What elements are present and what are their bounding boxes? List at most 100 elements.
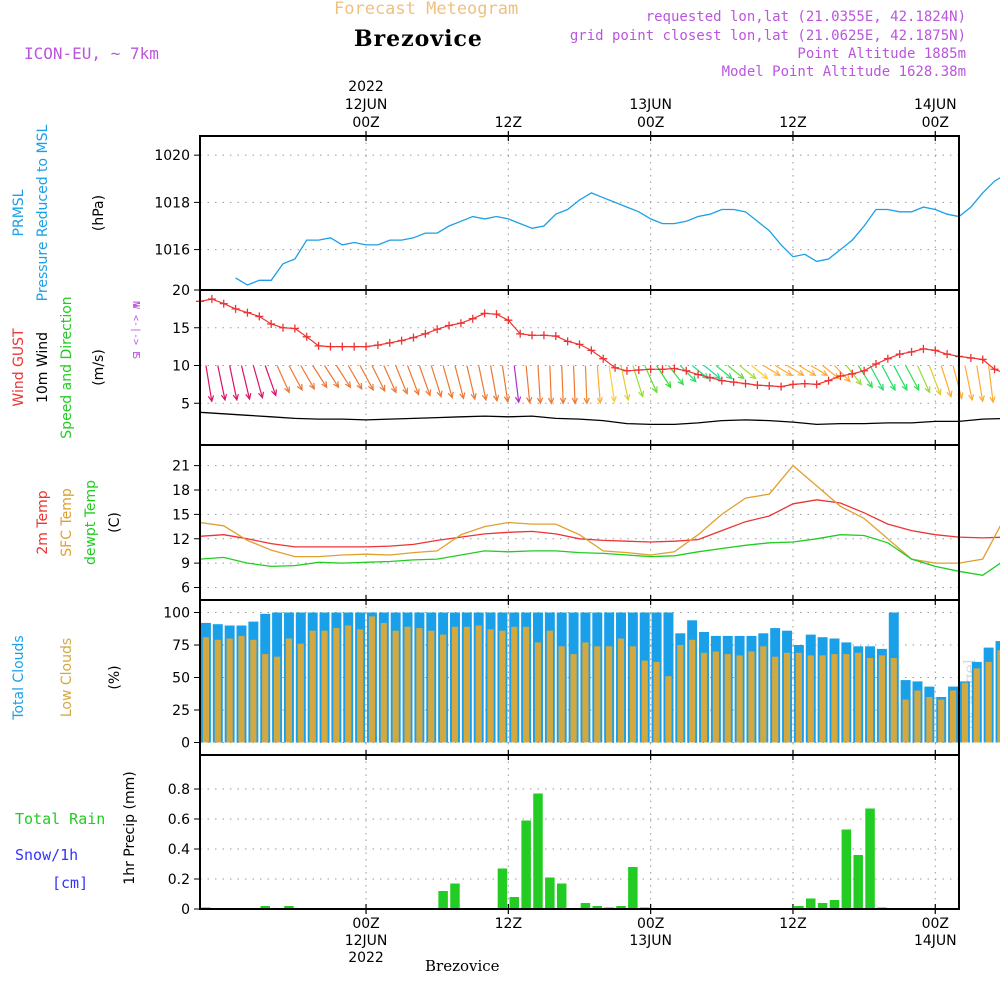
y-tick-label: 0: [181, 736, 190, 752]
wind-arrow-shaft: [561, 365, 564, 404]
low-cloud-bar: [677, 645, 684, 743]
gust-point: [765, 381, 774, 390]
wind-arrow-head: [821, 369, 829, 377]
wind-arrow: [571, 365, 579, 405]
gridpoint-coords: grid point closest lon,lat (21.0625E, 42…: [569, 28, 966, 44]
precip-bar: [260, 906, 270, 909]
low-cloud-bar: [890, 658, 897, 743]
wind-arrow-head: [481, 393, 488, 402]
wind-arrow-shaft: [537, 365, 541, 404]
gust-point: [611, 363, 620, 372]
low-cloud-bar: [973, 668, 980, 743]
x-tick-label-top: 12Z: [779, 115, 806, 131]
panel-frame: [199, 444, 960, 601]
wind-arrow-head: [583, 397, 590, 405]
gust-point: [551, 332, 560, 341]
x-tick-label-top: 00Z: [637, 115, 664, 131]
wind-arrow: [679, 365, 697, 383]
gust-point: [243, 308, 252, 317]
wind-arrow: [229, 365, 239, 402]
low-cloud-bar: [582, 642, 589, 743]
low-cloud-bar: [843, 654, 850, 743]
gust-point: [456, 319, 465, 328]
wind-arrow-shaft: [335, 365, 351, 388]
wind-arrow-head: [447, 391, 454, 400]
wind-arrow-shaft: [763, 364, 781, 376]
low-cloud-bar: [961, 682, 969, 743]
wind-arrow-shaft: [810, 364, 828, 376]
precip-bar: [817, 903, 828, 909]
low-cloud-bar: [523, 626, 530, 743]
wind-arrow-shaft: [988, 365, 994, 403]
wind-arrow-shaft: [324, 365, 340, 388]
chart-subtitle: Forecast Meteogram: [334, 0, 519, 19]
wind-arrow: [869, 365, 884, 392]
wind-arrow-head: [503, 395, 511, 404]
y-tick-label: 0: [181, 902, 190, 918]
wind-arrow-head: [379, 384, 386, 393]
wind-arrow: [952, 365, 964, 400]
wind-arrow-head: [797, 369, 805, 377]
precip-bar: [545, 877, 555, 909]
gust-point: [694, 370, 703, 379]
gust-point: [504, 316, 513, 325]
y-tick-label: 0.2: [168, 872, 190, 888]
gust-point: [539, 331, 548, 340]
wind-arrow: [276, 365, 290, 394]
wind-arrow: [489, 365, 500, 403]
wind-arrow-shaft: [383, 365, 397, 393]
wind-arrow: [845, 365, 862, 386]
wind-arrow: [240, 365, 252, 401]
wind-arrow-shaft: [371, 365, 386, 392]
y-axis-label: SFC Temp: [59, 488, 75, 557]
wind-arrow-head: [308, 382, 315, 391]
wind-arrow-head: [390, 386, 397, 394]
low-cloud-bar: [380, 622, 387, 743]
low-cloud-bar: [985, 661, 992, 743]
wind-arrow-head: [809, 369, 817, 377]
wind-arrow-head: [889, 383, 896, 392]
gust-point: [753, 381, 762, 390]
wind-arrow-shaft: [395, 365, 408, 394]
precip-bar: [829, 900, 840, 909]
wind-arrow-head: [296, 383, 303, 392]
wind-arrow-head: [844, 375, 851, 383]
gust-point: [670, 364, 679, 373]
point-altitude: Point Altitude 1885m: [797, 46, 966, 62]
wind-arrow-shaft: [774, 364, 793, 376]
wind-arrow: [739, 365, 757, 380]
compass-label: W <-|-> E: [130, 303, 141, 357]
panel-clouds: 0 25 50 75 100 Total Clouds Low Clouds (%): [11, 599, 1000, 756]
wind-arrow-shaft: [347, 365, 363, 390]
wind-arrow-shaft: [857, 365, 873, 388]
wind-arrow-shaft: [430, 365, 442, 397]
wind-arrow-shaft: [727, 365, 745, 379]
gust-point: [658, 365, 667, 374]
wind-arrow-shaft: [478, 365, 487, 401]
y-axis-label: Total Clouds: [11, 635, 27, 720]
low-cloud-bar: [345, 625, 352, 743]
wind-arrow-head: [284, 386, 290, 394]
low-cloud-bar: [238, 635, 245, 743]
wind-arrow-head: [946, 390, 953, 398]
y-axis-label: 10m Wind: [35, 332, 51, 403]
wind10m-line: [199, 411, 1000, 426]
wind-arrow: [547, 365, 555, 405]
x-tick-label-top: 2022: [348, 79, 384, 95]
wind-arrow-head: [245, 393, 252, 401]
wind-arrow: [893, 365, 908, 392]
y-axis-label: PRMSL: [11, 189, 27, 236]
wind-arrow-head: [651, 386, 658, 394]
low-cloud-bar: [736, 655, 743, 743]
wind-arrow-head: [677, 378, 685, 386]
low-cloud-bar: [297, 643, 304, 743]
low-cloud-bar: [855, 652, 862, 743]
wind-arrow-head: [547, 397, 555, 405]
wind-arrow-head: [207, 395, 215, 403]
wind-arrow-head: [935, 388, 942, 396]
low-cloud-bar: [878, 655, 885, 743]
y-axis-label: Pressure Reduced to MSL: [35, 124, 51, 301]
wind-arrow: [478, 365, 488, 402]
x-tick-label-top: 00Z: [922, 115, 949, 131]
wind-arrow: [430, 365, 443, 398]
